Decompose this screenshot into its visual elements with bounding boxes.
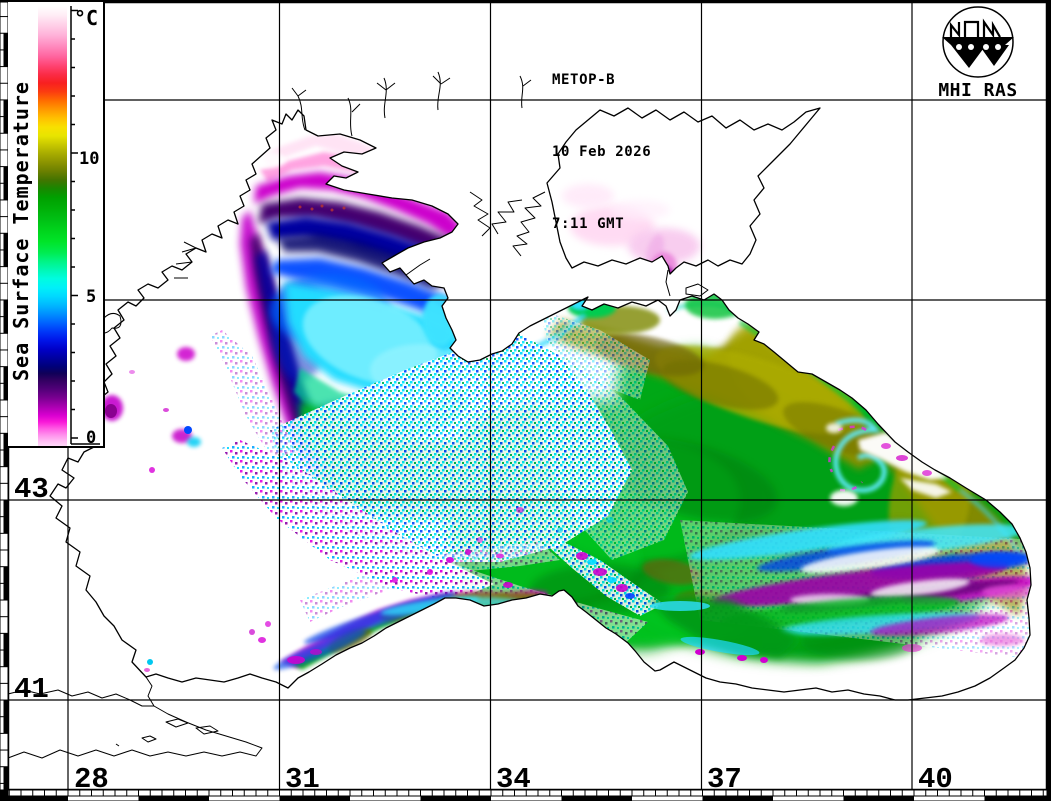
colorbar-gradient (38, 6, 67, 446)
colorbar-panel: Sea Surface Temperature 10 5 0 °C (8, 2, 105, 448)
lon-label-28: 28 (74, 763, 109, 796)
grid-labels: 43 41 28 31 34 37 40 (14, 473, 953, 796)
mhi-ras-logo-icon (942, 6, 1014, 78)
image-header: METOP-B 10 Feb 2026 7:11 GMT (552, 20, 651, 260)
mhi-ras-logo: MHI RAS (930, 2, 1040, 102)
satellite-name: METOP-B (552, 72, 616, 88)
colorbar-ticks (71, 9, 78, 439)
lat-label-41: 41 (14, 673, 49, 706)
image-time: 7:11 GMT (552, 216, 625, 232)
lon-label-40: 40 (918, 763, 953, 796)
colorbar-tick-5: 5 (86, 287, 96, 307)
colorbar-unit-label: °C (74, 6, 99, 30)
lon-label-34: 34 (496, 763, 531, 796)
mhi-ras-caption: MHI RAS (938, 80, 1018, 101)
lat-label-43: 43 (14, 473, 49, 506)
image-date: 10 Feb 2026 (552, 144, 652, 160)
colorbar-tick-10: 10 (79, 149, 99, 169)
colorbar-tick-0: 0 (86, 428, 96, 448)
lon-label-31: 31 (285, 763, 320, 796)
sst-data-layer (94, 134, 1031, 672)
lon-label-37: 37 (707, 763, 742, 796)
colorbar-axis: 10 5 0 (70, 6, 100, 448)
